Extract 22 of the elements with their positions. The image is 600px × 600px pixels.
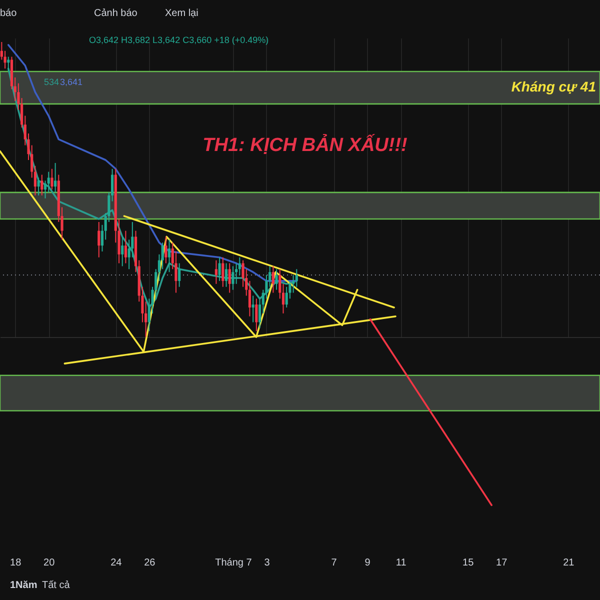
x-tick-label: 26 [144, 558, 156, 568]
x-tick-label: 11 [396, 558, 407, 568]
x-tick-label: 9 [364, 558, 371, 568]
x-tick-label: 7 [331, 558, 338, 568]
x-tick-label: 18 [10, 558, 22, 568]
annotation: O3,642 H3,682 L3,642 C3,660 +18 (+0.49%) [89, 35, 269, 45]
x-tick-label: 20 [44, 558, 56, 568]
text: 1Năm [10, 580, 38, 591]
x-tick-label: 3 [264, 558, 270, 568]
annotation: 3,641 [60, 77, 83, 87]
text: Xem lại [165, 8, 198, 19]
annotation: 534 [44, 77, 60, 87]
band-label: Kháng cự 41 [511, 78, 596, 95]
text: Cảnh báo [94, 8, 138, 19]
x-tick-label: Tháng 7 [215, 558, 252, 568]
x-tick-label: 21 [563, 558, 575, 568]
x-tick-label: 15 [462, 558, 474, 568]
text: Tất cả [42, 580, 70, 591]
text: báo [0, 8, 18, 19]
x-tick-label: 24 [110, 558, 122, 568]
text: TH1: KỊCH BẢN XẤU!!! [202, 133, 408, 156]
x-tick-label: 17 [496, 558, 508, 568]
